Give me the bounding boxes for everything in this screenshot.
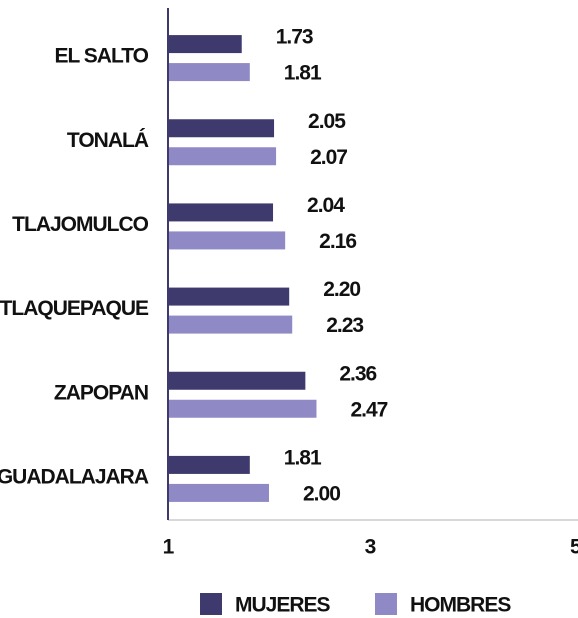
bar	[168, 63, 250, 82]
value-label: 2.23	[326, 314, 363, 337]
bar	[168, 119, 275, 138]
bar	[168, 35, 242, 54]
y-tick-label: ZAPOPAN	[54, 381, 148, 404]
bar	[168, 147, 277, 166]
y-tick-label: GUADALAJARA	[0, 465, 149, 488]
value-label: 2.00	[303, 482, 340, 505]
value-label: 2.16	[319, 230, 356, 253]
x-tick-label: 1	[163, 536, 175, 559]
value-label: 2.07	[310, 146, 347, 169]
value-label: 1.81	[284, 446, 322, 469]
bar	[168, 371, 306, 390]
legend-swatch	[200, 593, 222, 615]
x-tick-label: 5	[570, 536, 578, 559]
bar	[168, 455, 250, 474]
legend-label: MUJERES	[235, 594, 331, 617]
y-tick-label: TLAJOMULCO	[12, 213, 148, 236]
y-tick-label: TONALÁ	[67, 129, 149, 152]
y-tick-label: TLAQUEPAQUE	[0, 297, 149, 320]
x-tick-label: 3	[365, 536, 376, 559]
bar	[168, 399, 317, 418]
bar	[168, 483, 269, 502]
value-label: 2.36	[339, 362, 376, 385]
value-label: 2.20	[323, 278, 360, 301]
value-label: 1.81	[284, 62, 322, 85]
bar	[168, 231, 286, 250]
value-label: 2.05	[308, 110, 346, 133]
legend-swatch	[375, 593, 397, 615]
legend-label: HOMBRES	[410, 594, 511, 617]
value-label: 1.73	[276, 26, 313, 49]
y-tick-label: EL SALTO	[54, 45, 148, 68]
value-label: 2.04	[307, 194, 345, 217]
bar	[168, 203, 274, 222]
bar	[168, 287, 290, 306]
value-label: 2.47	[350, 398, 387, 421]
bar	[168, 315, 293, 334]
